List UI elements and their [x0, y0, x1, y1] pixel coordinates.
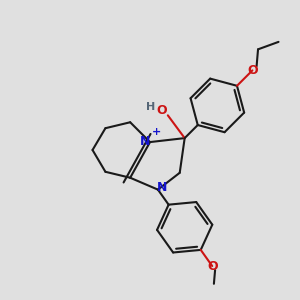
Text: H: H	[146, 102, 156, 112]
Text: N: N	[157, 181, 167, 194]
Text: N: N	[140, 135, 150, 148]
Text: +: +	[152, 127, 162, 137]
Text: O: O	[247, 64, 258, 77]
Text: O: O	[207, 260, 217, 272]
Text: O: O	[157, 104, 167, 117]
